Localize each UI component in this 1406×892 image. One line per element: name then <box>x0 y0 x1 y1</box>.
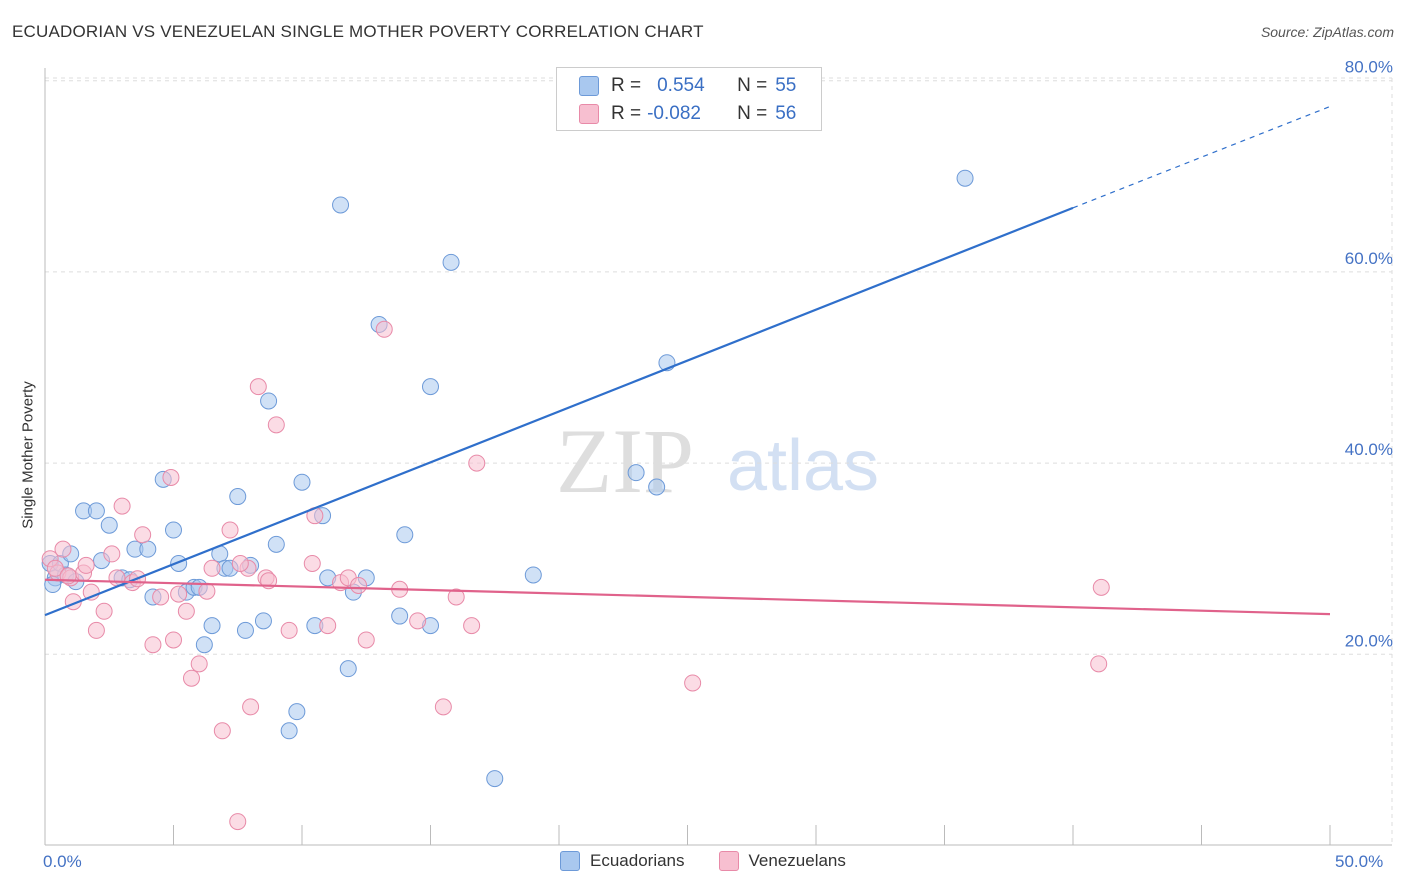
y-tick-label-80: 80.0% <box>1345 58 1393 77</box>
y-tick-label-40: 40.0% <box>1345 440 1393 459</box>
ecuadorian-point-36 <box>339 660 357 678</box>
venezuelan-n-label: N = <box>737 103 768 124</box>
legend-item-ecuadorians: Ecuadorians <box>560 851 685 871</box>
venezuelan-point-20 <box>203 559 221 577</box>
venezuelan-point-53 <box>350 576 368 594</box>
venezuelan-point-25 <box>242 698 260 716</box>
venezuelan-point-10 <box>113 497 131 515</box>
venezuelan-point-55 <box>77 556 95 574</box>
ecuadorian-point-27 <box>260 392 278 410</box>
ecuadorian-point-28 <box>267 535 285 553</box>
venezuelan-point-15 <box>162 468 180 486</box>
ecuadorian-point-24 <box>236 621 254 639</box>
venezuelan-point-34 <box>357 631 375 649</box>
venezuelan-point-49 <box>198 582 216 600</box>
ecuadorian-point-48 <box>648 478 666 496</box>
chart-title: ECUADORIAN VS VENEZUELAN SINGLE MOTHER P… <box>12 22 704 41</box>
venezuelan-point-7 <box>87 621 105 639</box>
venezuelan-point-43 <box>1092 578 1110 596</box>
ecuadorian-point-41 <box>396 526 414 544</box>
y-tick-label-60: 60.0% <box>1345 249 1393 268</box>
venezuelan-point-40 <box>468 454 486 472</box>
venezuelan-point-39 <box>463 617 481 635</box>
ecuadorian-point-23 <box>229 488 247 506</box>
ecuadorian-point-11 <box>139 540 157 558</box>
venezuelan-point-48 <box>170 585 188 603</box>
correlation-legend: R = 0.554 N = 55 R = -0.082 N = 56 <box>556 67 822 131</box>
venezuelan-point-41 <box>684 674 702 692</box>
venezuelan-point-14 <box>152 588 170 606</box>
series-legend: Ecuadorians Venezuelans <box>560 851 880 871</box>
ecuadorian-r-value: 0.554 <box>657 75 705 96</box>
ecuadorian-point-50 <box>956 169 974 187</box>
ecuadorian-point-45 <box>486 770 504 788</box>
ecuadorian-r-label: R = <box>611 75 642 96</box>
ecuadorian-point-35 <box>332 196 350 214</box>
x-axis-min-label: 0.0% <box>43 852 82 871</box>
venezuelan-point-18 <box>182 669 200 687</box>
venezuelans-legend-swatch <box>718 851 739 871</box>
ecuadorian-point-30 <box>288 703 306 721</box>
venezuelan-point-42 <box>1090 655 1108 673</box>
venezuelan-n-value: 56 <box>775 103 797 124</box>
venezuelan-point-26 <box>249 378 267 396</box>
venezuelan-point-37 <box>434 698 452 716</box>
ecuadorian-n-label: N = <box>737 75 768 96</box>
venezuelan-point-35 <box>375 320 393 338</box>
ecuadorian-point-18 <box>195 636 213 654</box>
venezuelan-point-50 <box>231 554 249 572</box>
venezuelan-point-19 <box>190 655 208 673</box>
ecuadorian-point-44 <box>442 253 460 271</box>
venezuelan-point-28 <box>267 416 285 434</box>
ecuadorians-legend-label: Ecuadorians <box>590 851 685 870</box>
ecuadorian-swatch <box>579 76 599 96</box>
ecuadorian-trend-line <box>44 206 1074 617</box>
ecuadorian-n-value: 55 <box>775 75 797 96</box>
venezuelan-trend-line <box>44 578 1331 616</box>
venezuelan-point-13 <box>144 636 162 654</box>
venezuelan-swatch <box>579 104 599 124</box>
venezuelan-point-52 <box>303 554 321 572</box>
ecuadorian-point-40 <box>391 607 409 625</box>
venezuelan-point-22 <box>221 521 239 539</box>
venezuelan-r-value: -0.082 <box>647 103 701 124</box>
x-axis-max-label: 50.0% <box>1335 852 1384 871</box>
ecuadorian-point-46 <box>524 566 542 584</box>
venezuelan-point-8 <box>95 602 113 620</box>
venezuelan-point-29 <box>280 621 298 639</box>
venezuelan-point-44 <box>46 559 64 577</box>
ecuadorian-point-26 <box>254 612 272 630</box>
source-note: Source: ZipAtlas.com <box>1260 24 1394 40</box>
venezuelan-point-21 <box>213 722 231 740</box>
ecuadorian-point-47 <box>627 464 645 482</box>
venezuelan-r-label: R = <box>611 103 642 124</box>
venezuelans-legend-label: Venezuelans <box>748 851 846 870</box>
legend-item-venezuelans: Venezuelans <box>718 851 846 871</box>
legend-row-ecuadorian: R = 0.554 N = 55 <box>579 73 796 99</box>
ecuadorian-point-42 <box>422 378 439 396</box>
watermark-zip: ZIP <box>556 410 694 512</box>
legend-row-venezuelan: R = -0.082 N = 56 <box>579 101 796 127</box>
venezuelan-point-9 <box>103 545 121 563</box>
ecuadorians-legend-swatch <box>560 851 580 871</box>
venezuelan-point-38 <box>447 588 465 606</box>
y-tick-label-20: 20.0% <box>1345 631 1393 650</box>
venezuelan-point-17 <box>177 602 195 620</box>
venezuelan-point-2 <box>54 540 72 558</box>
ecuadorian-point-29 <box>280 722 298 740</box>
watermark-atlas: atlas <box>727 426 879 506</box>
ecuadorian-point-31 <box>293 473 311 491</box>
ecuadorian-trend-extension <box>1072 105 1331 209</box>
venezuelan-point-31 <box>319 617 337 635</box>
venezuelan-point-36 <box>409 612 427 630</box>
venezuelan-point-23 <box>229 813 247 831</box>
ecuadorian-point-19 <box>203 617 221 635</box>
venezuelan-point-16 <box>165 631 182 649</box>
ecuadorian-point-6 <box>87 502 105 520</box>
venezuelan-point-12 <box>134 526 152 544</box>
ecuadorian-point-7 <box>100 516 118 534</box>
ecuadorian-point-14 <box>165 521 182 539</box>
